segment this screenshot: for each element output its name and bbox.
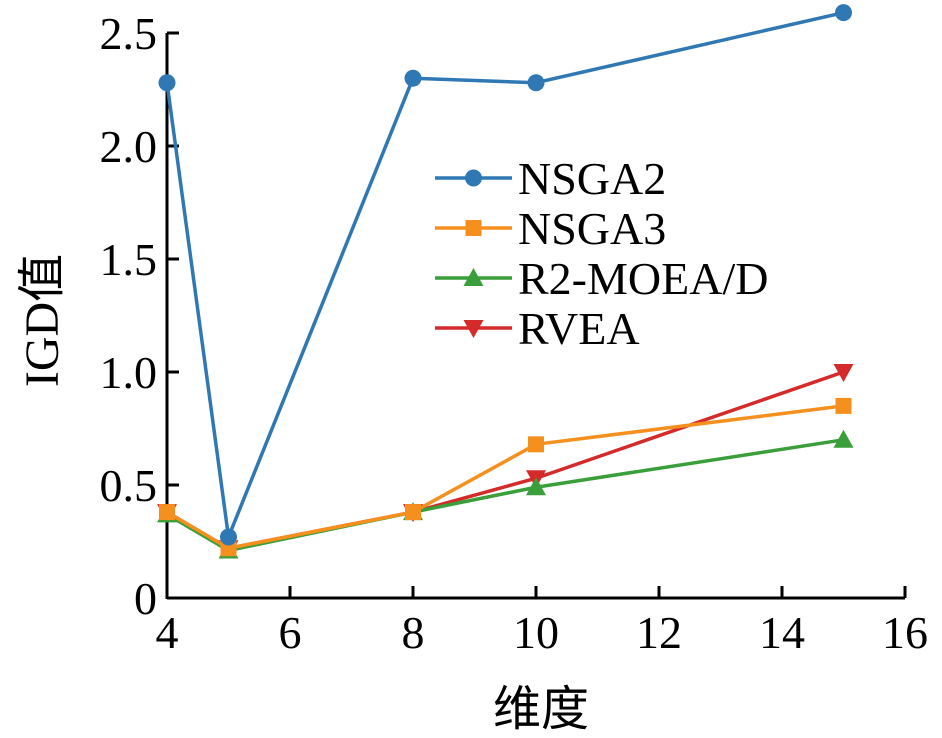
data-point (835, 4, 852, 22)
y-ticks: 0 0.5 1.0 1.5 2.0 2.5 (100, 8, 179, 624)
data-point (159, 504, 175, 521)
legend-marker (463, 320, 484, 338)
data-point (526, 477, 546, 496)
x-ticks: 4 6 8 10 12 14 16 (156, 586, 928, 658)
y-tick-label: 1.5 (100, 234, 158, 285)
series-line (166, 438, 844, 553)
y-tick-label: 2.5 (100, 8, 158, 59)
x-tick-label: 8 (402, 607, 425, 658)
data-point (405, 504, 421, 521)
x-axis-title: 维度 (493, 683, 589, 736)
x-tick-label: 10 (513, 607, 559, 658)
legend-label: R2-MOEA/D (518, 253, 768, 304)
legend-label: NSGA3 (518, 203, 666, 254)
series-nsga3 (159, 397, 852, 557)
legend-marker (465, 220, 482, 236)
series-nsga2 (158, 4, 852, 546)
legend-marker (465, 169, 482, 187)
data-point (833, 364, 854, 382)
data-point (528, 436, 544, 453)
x-tick-label: 14 (759, 607, 805, 658)
data-point (158, 74, 176, 92)
series-r2-moea-d (157, 429, 854, 559)
legend-entry: R2-MOEA/D (435, 253, 768, 304)
x-tick-label: 16 (882, 607, 928, 658)
legend-label: NSGA2 (518, 153, 666, 204)
x-tick-label: 12 (636, 607, 682, 658)
data-point (527, 74, 545, 92)
y-tick-label: 0.5 (100, 460, 158, 511)
data-point (835, 397, 852, 414)
series-line (166, 404, 844, 551)
axes: 4 6 8 10 12 14 16 0 0.5 1.0 1.5 2.0 2.5 (100, 8, 929, 658)
legend-entry: RVEA (435, 303, 640, 354)
data-point (220, 528, 237, 546)
legend-label: RVEA (518, 303, 640, 354)
y-tick-label: 1.0 (100, 347, 158, 398)
legend-entry: NSGA2 (435, 153, 666, 204)
data-point (404, 69, 422, 87)
legend-entry: NSGA3 (435, 203, 666, 254)
y-tick-label: 2.0 (100, 121, 158, 172)
data-point (833, 429, 854, 448)
x-tick-label: 4 (156, 607, 179, 658)
x-tick-label: 6 (279, 607, 302, 658)
series-layer (157, 4, 854, 559)
y-axis-title: IGD值 (16, 254, 69, 387)
y-tick-label: 0 (134, 573, 157, 624)
legend-marker (463, 268, 484, 286)
